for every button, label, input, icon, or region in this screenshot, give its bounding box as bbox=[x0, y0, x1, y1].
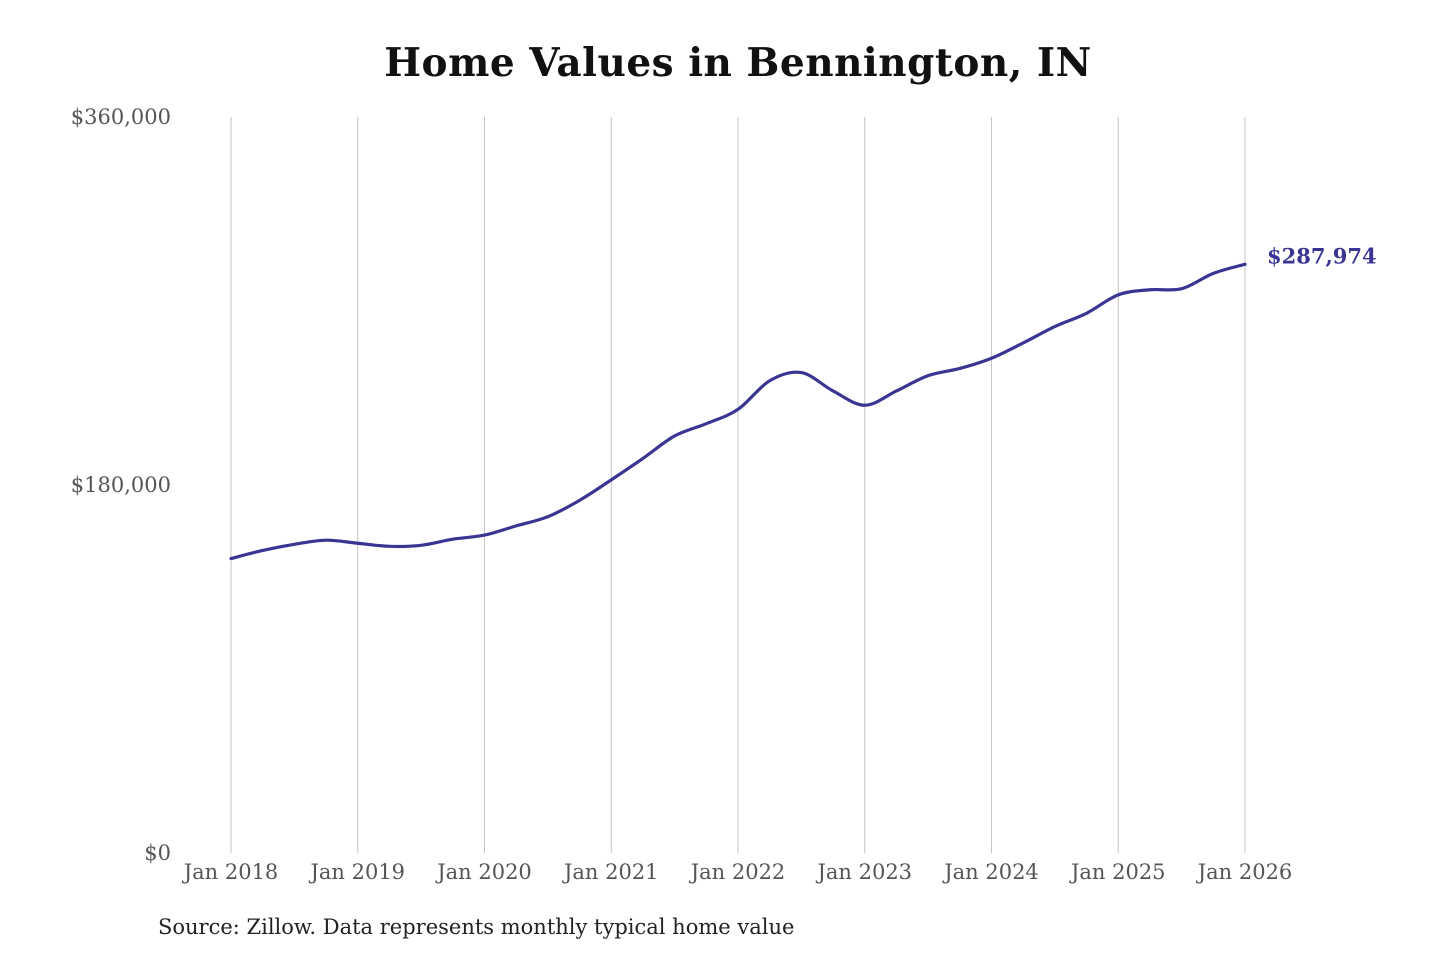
data-point bbox=[705, 422, 708, 425]
data-point bbox=[863, 404, 866, 407]
tick-labels: Jan 2018 Jan 2019 Jan 2020 Jan 2021 Jan 2022… bbox=[71, 105, 1377, 884]
x-tick-label: Jan 2020 bbox=[435, 860, 532, 884]
data-point bbox=[990, 357, 993, 360]
data-point bbox=[261, 549, 264, 552]
data-point bbox=[832, 389, 835, 392]
data-point bbox=[1212, 272, 1215, 275]
series-layer bbox=[229, 262, 1247, 561]
data-point bbox=[293, 543, 296, 546]
x-tick-label: Jan 2018 bbox=[182, 860, 279, 884]
data-point bbox=[927, 374, 930, 377]
x-tick-label: Jan 2023 bbox=[815, 860, 912, 884]
x-tick-label: Jan 2025 bbox=[1069, 860, 1166, 884]
x-tick-label: Jan 2024 bbox=[942, 860, 1039, 884]
data-point bbox=[546, 515, 549, 518]
data-point bbox=[515, 524, 518, 527]
data-point bbox=[1244, 263, 1247, 266]
data-point bbox=[483, 534, 486, 537]
y-tick-label: $0 bbox=[144, 841, 171, 865]
data-point bbox=[958, 367, 961, 370]
y-tick-label: $180,000 bbox=[71, 473, 171, 497]
data-point bbox=[1022, 341, 1025, 344]
data-point bbox=[1148, 288, 1151, 291]
data-point bbox=[1117, 293, 1120, 296]
chart-title: Home Values in Bennington, IN bbox=[384, 40, 1092, 86]
grid-lines bbox=[230, 117, 1246, 853]
y-tick-label: $360,000 bbox=[71, 105, 171, 129]
data-point bbox=[325, 539, 328, 542]
data-point bbox=[1180, 287, 1183, 290]
data-point bbox=[641, 457, 644, 460]
series-line-0 bbox=[229, 262, 1247, 561]
data-point bbox=[673, 434, 676, 437]
data-point bbox=[451, 538, 454, 541]
data-point bbox=[578, 499, 581, 502]
source-note: Source: Zillow. Data represents monthly … bbox=[158, 915, 795, 939]
data-point bbox=[1053, 325, 1056, 328]
data-point bbox=[388, 545, 391, 548]
end-value-label: $287,974 bbox=[1267, 243, 1377, 268]
data-point bbox=[1085, 312, 1088, 315]
x-tick-label: Jan 2019 bbox=[308, 860, 405, 884]
data-point bbox=[800, 371, 803, 374]
data-point bbox=[610, 478, 613, 481]
data-point bbox=[768, 379, 771, 382]
x-tick-label: Jan 2021 bbox=[562, 860, 659, 884]
data-point bbox=[420, 544, 423, 547]
data-point bbox=[895, 389, 898, 392]
data-point bbox=[230, 557, 233, 560]
x-tick-label: Jan 2022 bbox=[689, 860, 786, 884]
data-point bbox=[737, 408, 740, 411]
data-point bbox=[356, 542, 359, 545]
x-tick-label: Jan 2026 bbox=[1196, 860, 1293, 884]
